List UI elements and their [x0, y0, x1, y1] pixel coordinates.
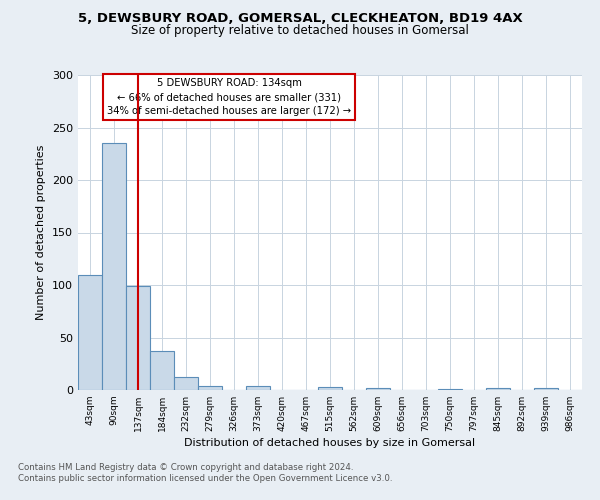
Bar	[78, 274, 102, 390]
Text: 5 DEWSBURY ROAD: 134sqm
← 66% of detached houses are smaller (331)
34% of semi-d: 5 DEWSBURY ROAD: 134sqm ← 66% of detache…	[107, 78, 351, 116]
Bar	[366, 388, 390, 390]
Bar	[486, 388, 510, 390]
Text: Contains public sector information licensed under the Open Government Licence v3: Contains public sector information licen…	[18, 474, 392, 483]
Bar	[126, 286, 150, 390]
Y-axis label: Number of detached properties: Number of detached properties	[37, 145, 46, 320]
Text: Size of property relative to detached houses in Gomersal: Size of property relative to detached ho…	[131, 24, 469, 37]
Bar	[102, 143, 126, 390]
Bar	[174, 378, 198, 390]
Bar	[246, 386, 270, 390]
Text: 5, DEWSBURY ROAD, GOMERSAL, CLECKHEATON, BD19 4AX: 5, DEWSBURY ROAD, GOMERSAL, CLECKHEATON,…	[77, 12, 523, 26]
Bar	[198, 386, 222, 390]
Bar	[318, 387, 342, 390]
Bar	[150, 351, 174, 390]
Bar	[438, 389, 462, 390]
Text: Contains HM Land Registry data © Crown copyright and database right 2024.: Contains HM Land Registry data © Crown c…	[18, 462, 353, 471]
Bar	[534, 388, 558, 390]
Text: Distribution of detached houses by size in Gomersal: Distribution of detached houses by size …	[184, 438, 476, 448]
